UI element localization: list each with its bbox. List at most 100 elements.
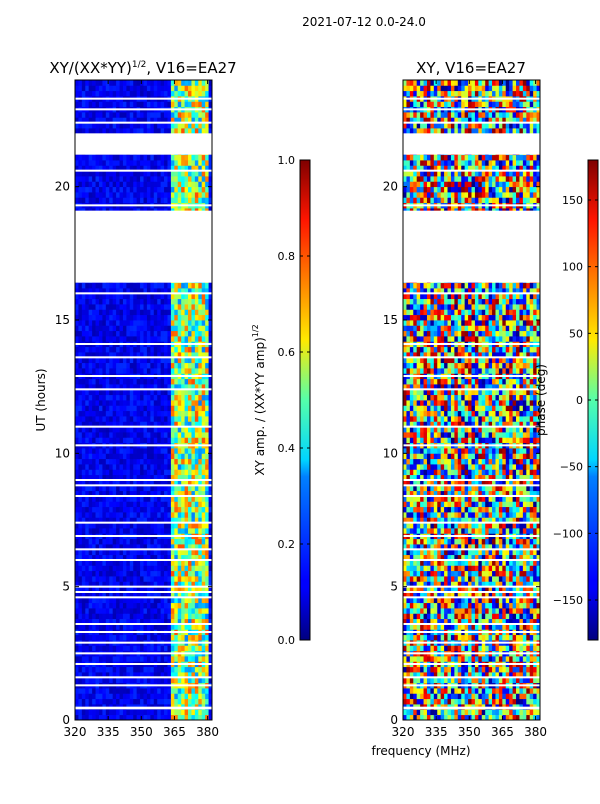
heatmap-cell	[198, 299, 202, 305]
heatmap-cell	[167, 411, 171, 417]
heatmap-cell	[99, 368, 103, 374]
heatmap-cell	[109, 539, 113, 545]
heatmap-cell	[116, 448, 120, 454]
heatmap-cell	[195, 315, 199, 321]
heatmap-cell	[144, 336, 148, 342]
heatmap-cell	[185, 160, 189, 166]
heatmap-cell	[92, 368, 96, 374]
heatmap-cell	[85, 80, 89, 86]
heatmap-cell	[174, 368, 178, 374]
heatmap-cell	[99, 283, 103, 289]
heatmap-cell	[185, 507, 189, 513]
heatmap-cell	[82, 309, 86, 315]
heatmap-cell	[144, 576, 148, 582]
heatmap-cell	[89, 453, 93, 459]
heatmap-cell	[195, 405, 199, 411]
heatmap-cell	[161, 128, 165, 134]
heatmap-cell	[130, 699, 134, 705]
heatmap-cell	[181, 101, 185, 107]
heatmap-cell	[202, 699, 206, 705]
heatmap-cell	[140, 331, 144, 337]
heatmap-cell	[78, 539, 82, 545]
heatmap-cell	[198, 379, 202, 385]
heatmap-cell	[123, 469, 127, 475]
heatmap-cell	[150, 539, 154, 545]
heatmap-cell	[130, 379, 134, 385]
heatmap-cell	[147, 304, 151, 310]
heatmap-cell	[85, 304, 89, 310]
heatmap-cell	[191, 528, 195, 534]
heatmap-cell	[109, 320, 113, 326]
heatmap-cell	[126, 160, 130, 166]
heatmap-cell	[154, 91, 158, 97]
heatmap-cell	[96, 656, 100, 662]
heatmap-cell	[89, 539, 93, 545]
flagged-line	[75, 652, 212, 654]
heatmap-cell	[133, 85, 137, 91]
heatmap-cell	[171, 405, 175, 411]
heatmap-cell	[99, 197, 103, 203]
heatmap-cell	[92, 565, 96, 571]
heatmap-cell	[468, 709, 472, 715]
heatmap-cell	[167, 464, 171, 470]
heatmap-cell	[92, 464, 96, 470]
heatmap-cell	[164, 528, 168, 534]
heatmap-cell	[123, 464, 127, 470]
heatmap-cell	[150, 315, 154, 321]
heatmap-cell	[137, 320, 141, 326]
flagged-line	[75, 426, 212, 428]
heatmap-cell	[147, 608, 151, 614]
heatmap-cell	[178, 80, 182, 86]
heatmap-cell	[89, 645, 93, 651]
heatmap-cell	[195, 667, 199, 673]
heatmap-cell	[126, 91, 130, 97]
heatmap-cell	[116, 608, 120, 614]
heatmap-cell	[205, 571, 209, 577]
heatmap-cell	[164, 565, 168, 571]
heatmap-cell	[133, 405, 137, 411]
heatmap-cell	[164, 571, 168, 577]
heatmap-cell	[178, 128, 182, 134]
heatmap-cell	[185, 85, 189, 91]
heatmap-cell	[89, 91, 93, 97]
heatmap-cell	[191, 453, 195, 459]
heatmap-cell	[178, 416, 182, 422]
heatmap-cell	[154, 197, 158, 203]
heatmap-cell	[85, 197, 89, 203]
heatmap-cell	[202, 304, 206, 310]
heatmap-cell	[82, 635, 86, 641]
heatmap-cell	[144, 395, 148, 401]
heatmap-cell	[144, 411, 148, 417]
heatmap-cell	[102, 379, 106, 385]
heatmap-cell	[154, 155, 158, 161]
heatmap-cell	[89, 299, 93, 305]
heatmap-cell	[161, 608, 165, 614]
heatmap-cell	[167, 176, 171, 182]
heatmap-cell	[109, 693, 113, 699]
heatmap-cell	[195, 501, 199, 507]
heatmap-cell	[92, 405, 96, 411]
heatmap-cell	[123, 315, 127, 321]
heatmap-cell	[150, 176, 154, 182]
heatmap-cell	[96, 453, 100, 459]
heatmap-cell	[167, 576, 171, 582]
heatmap-cell	[85, 469, 89, 475]
heatmap-cell	[161, 187, 165, 193]
flagged-line	[75, 495, 212, 497]
heatmap-cell	[191, 405, 195, 411]
heatmap-cell	[92, 432, 96, 438]
heatmap-cell	[154, 315, 158, 321]
heatmap-cell	[130, 501, 134, 507]
heatmap-cell	[96, 693, 100, 699]
heatmap-cell	[75, 459, 79, 465]
heatmap-cell	[185, 91, 189, 97]
heatmap-cell	[164, 656, 168, 662]
heatmap-cell	[198, 283, 202, 289]
heatmap-cell	[85, 368, 89, 374]
heatmap-cell	[195, 437, 199, 443]
heatmap-cell	[164, 85, 168, 91]
heatmap-cell	[96, 304, 100, 310]
heatmap-cell	[185, 539, 189, 545]
heatmap-cell	[174, 192, 178, 198]
heatmap-cell	[150, 501, 154, 507]
